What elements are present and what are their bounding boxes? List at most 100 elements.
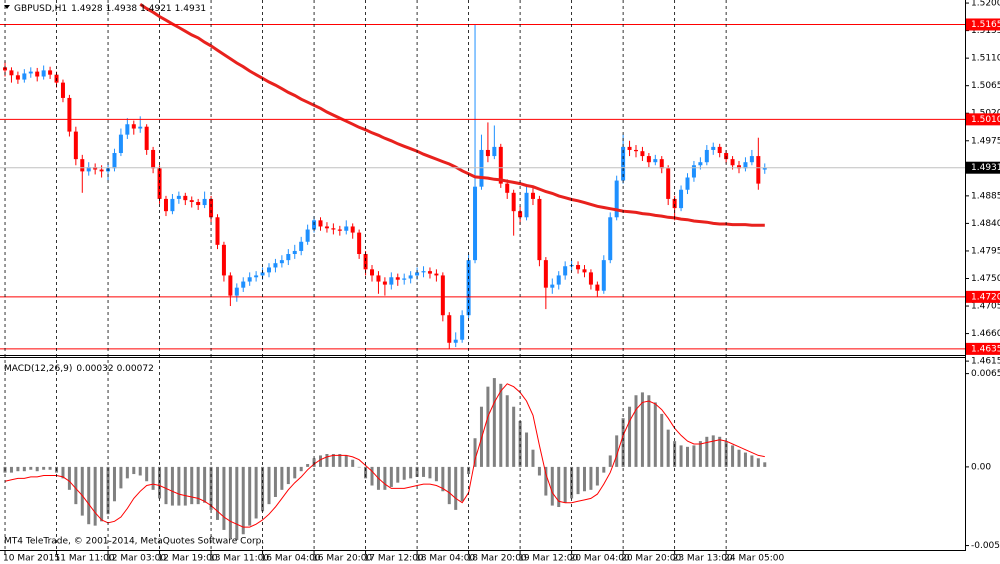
macd-bar xyxy=(492,378,496,467)
candle-body xyxy=(685,177,690,190)
x-tick-label: 12 Mar 03:00 xyxy=(106,554,166,564)
candle-body xyxy=(163,198,168,212)
x-tick-label: 12 Mar 19:00 xyxy=(158,554,218,564)
candle-body xyxy=(511,192,516,212)
macd-bar xyxy=(724,441,728,467)
candle-body xyxy=(331,228,336,230)
macd-bar xyxy=(67,466,71,490)
candle-body xyxy=(704,149,709,163)
macd-bar xyxy=(428,466,432,479)
macd-bar xyxy=(486,386,490,467)
candle-body xyxy=(305,229,310,242)
candle-body xyxy=(492,146,497,157)
moving-average xyxy=(139,3,765,227)
candle-body xyxy=(679,189,684,209)
macd-bar xyxy=(737,449,741,467)
candle-body xyxy=(614,180,619,218)
macd-bar xyxy=(261,466,265,512)
macd-bar xyxy=(151,466,155,490)
x-tick-label: 11 Mar 11:00 xyxy=(55,554,115,564)
x-tick-label: 10 Mar 2015 xyxy=(3,554,60,564)
macd-bar xyxy=(35,466,39,472)
candle-body xyxy=(711,146,716,150)
candle-body xyxy=(138,126,143,129)
candle-body xyxy=(473,186,478,261)
macd-bar xyxy=(106,466,110,515)
candle-body xyxy=(666,168,671,199)
y-tick-label: 1.5065 xyxy=(971,81,1000,91)
macd-bar xyxy=(602,466,606,473)
candle-body xyxy=(73,131,78,160)
macd-bar xyxy=(125,466,129,479)
macd-bar xyxy=(183,466,187,506)
macd-bar xyxy=(190,466,194,505)
y-tick-label: 1.4885 xyxy=(971,191,1000,201)
macd-bar xyxy=(273,466,277,497)
macd-bar xyxy=(338,454,342,467)
level-box xyxy=(966,18,1000,31)
macd-bar xyxy=(74,466,78,505)
candle-body xyxy=(672,198,677,209)
candle-body xyxy=(749,156,754,163)
y-tick-label: 1.5110 xyxy=(971,54,1000,64)
macd-bar xyxy=(615,435,619,467)
candle-body xyxy=(266,267,271,273)
candle-body xyxy=(756,156,761,184)
dropdown-icon xyxy=(4,5,10,9)
macd-bar xyxy=(473,438,477,467)
macd-bar xyxy=(248,466,252,526)
macd-bar xyxy=(267,466,271,505)
x-tick-label: 18 Mar 04:00 xyxy=(415,554,475,564)
macd-bar xyxy=(666,429,670,467)
macd-bar xyxy=(589,466,593,490)
level-label: 1.4720 xyxy=(971,292,1000,302)
macd-bar xyxy=(145,466,149,482)
macd-bar xyxy=(80,466,84,516)
macd-bar xyxy=(402,466,406,480)
macd-bar xyxy=(299,466,303,472)
candle-body xyxy=(28,71,33,74)
candle-body xyxy=(93,167,98,170)
x-tick-label: 20 Mar 20:00 xyxy=(621,554,681,564)
macd-bar xyxy=(293,466,297,479)
macd-bar xyxy=(512,406,516,467)
macd-bar xyxy=(396,466,400,483)
candle-body xyxy=(563,266,568,276)
macd-bar xyxy=(653,402,657,467)
candle-body xyxy=(60,82,65,98)
candle-body xyxy=(698,162,703,166)
candle-body xyxy=(48,70,53,75)
candle-body xyxy=(189,200,194,202)
candle-body xyxy=(434,273,439,276)
candle-body xyxy=(357,232,362,255)
macd-bar xyxy=(364,466,368,479)
symbol: GBPUSD,H1 xyxy=(14,4,67,14)
macd-bar xyxy=(756,458,760,467)
macd-bar xyxy=(621,418,625,467)
candle-body xyxy=(595,284,600,291)
macd-bar xyxy=(170,466,174,506)
candle-body xyxy=(234,287,239,296)
header-open: 1.4928 xyxy=(71,4,103,14)
candle-body xyxy=(131,124,136,129)
macd-bar xyxy=(306,464,310,467)
macd-bar xyxy=(383,466,387,490)
macd-bar xyxy=(686,446,690,467)
candle-body xyxy=(659,159,664,169)
macd-bar xyxy=(319,455,323,467)
candle-body xyxy=(202,198,207,206)
macd-value: 0.00032 xyxy=(76,364,113,374)
macd-bar xyxy=(87,466,91,525)
level-box xyxy=(966,113,1000,126)
x-tick-label: 24 Mar 05:00 xyxy=(724,554,784,564)
macd-bar xyxy=(673,441,677,467)
candle-body xyxy=(762,167,767,170)
current-price-box xyxy=(966,161,1000,174)
macd-bar xyxy=(228,466,232,539)
macd-bar xyxy=(196,466,200,505)
candle-body xyxy=(530,192,535,199)
candle-body xyxy=(286,254,291,261)
macd-bar xyxy=(325,454,329,467)
macd-bar xyxy=(389,466,393,487)
